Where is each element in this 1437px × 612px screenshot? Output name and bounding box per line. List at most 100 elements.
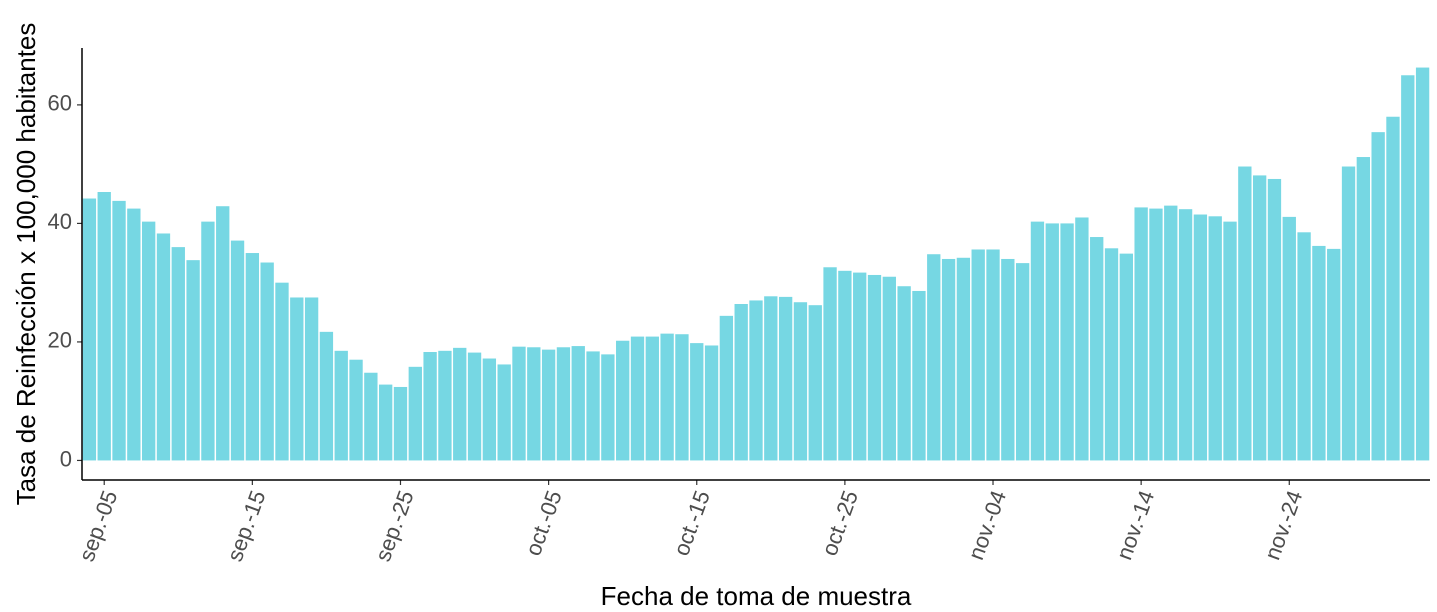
bar — [216, 206, 230, 461]
bar — [512, 346, 526, 461]
bar — [1356, 157, 1371, 461]
bar — [927, 254, 941, 461]
bar — [1386, 116, 1400, 461]
bar — [127, 208, 141, 461]
x-tick-label: nov.-24 — [1259, 487, 1307, 563]
bar — [1282, 216, 1296, 461]
bar — [764, 296, 778, 461]
bar — [1371, 132, 1385, 461]
bar — [1252, 175, 1267, 461]
bar — [1401, 75, 1415, 461]
bar — [1119, 253, 1133, 461]
y-tick-label: 60 — [48, 91, 72, 116]
bar — [882, 276, 896, 461]
x-tick-label: oct.-25 — [817, 487, 863, 559]
bar — [867, 274, 882, 461]
bar — [393, 386, 408, 461]
bar — [823, 267, 837, 461]
bar — [423, 352, 437, 461]
bar — [793, 302, 808, 461]
bar — [704, 345, 719, 461]
bar — [304, 297, 319, 461]
bar — [734, 304, 748, 461]
bar — [245, 253, 260, 461]
bar — [201, 221, 215, 461]
bar — [1312, 245, 1326, 461]
y-tick-label: 0 — [60, 446, 72, 471]
bar — [482, 358, 497, 461]
bar — [586, 351, 600, 461]
bar — [112, 200, 126, 461]
bar — [571, 346, 585, 461]
x-tick-label: oct.-05 — [520, 487, 566, 559]
x-tick-label: oct.-15 — [668, 487, 714, 559]
bar — [556, 347, 571, 461]
bar — [527, 347, 541, 461]
bar — [156, 233, 171, 461]
bar — [1164, 205, 1178, 461]
bar — [82, 198, 97, 461]
bar — [1001, 258, 1015, 461]
bar — [141, 221, 156, 461]
bar — [616, 340, 630, 461]
x-tick-label: nov.-04 — [963, 487, 1011, 563]
bar — [971, 249, 985, 461]
bar — [956, 257, 971, 461]
bar — [1208, 216, 1222, 461]
bar — [230, 240, 245, 461]
bar — [1090, 237, 1104, 461]
x-tick-label: nov.-14 — [1111, 487, 1159, 563]
bar — [275, 282, 289, 461]
bar — [1267, 178, 1282, 461]
bar — [319, 331, 334, 461]
bar — [408, 366, 422, 461]
bar — [171, 247, 185, 461]
bar — [1030, 221, 1045, 461]
bar — [941, 258, 956, 461]
bar — [1238, 166, 1252, 461]
bar — [1297, 232, 1311, 461]
x-tick-label: sep.-15 — [222, 487, 271, 565]
bar — [1415, 67, 1430, 461]
x-tick-label: sep.-05 — [74, 487, 123, 565]
bar — [1223, 221, 1237, 461]
bar — [1075, 217, 1089, 461]
bar — [675, 334, 689, 461]
bar — [497, 364, 511, 461]
bar — [1134, 207, 1148, 461]
bar — [1193, 214, 1208, 461]
bar — [897, 286, 911, 461]
bar — [1149, 208, 1163, 461]
bar — [438, 350, 452, 461]
bar — [719, 315, 734, 461]
y-axis-title: Tasa de Reinfección x 100,000 habitantes — [11, 23, 41, 506]
bar — [660, 333, 674, 461]
bar — [1327, 248, 1341, 461]
bar — [541, 349, 556, 461]
bar — [1178, 209, 1193, 461]
bar — [690, 343, 704, 461]
bar — [853, 272, 867, 461]
bar — [808, 305, 822, 461]
x-tick-label: sep.-25 — [370, 487, 419, 565]
bar — [778, 296, 793, 461]
bar — [1104, 248, 1119, 461]
bar — [1060, 223, 1074, 461]
bar — [453, 347, 467, 461]
bar — [1015, 263, 1030, 461]
bar — [601, 354, 615, 461]
bar — [645, 336, 659, 461]
bar — [1045, 223, 1059, 461]
bar — [467, 352, 482, 461]
bar — [260, 262, 274, 461]
bar — [97, 192, 111, 461]
bar — [364, 372, 378, 461]
x-axis-title: Fecha de toma de muestra — [601, 581, 912, 611]
bar — [1341, 166, 1356, 461]
bar — [912, 290, 926, 461]
y-tick-label: 40 — [48, 209, 72, 234]
bar — [986, 249, 1000, 461]
bar — [630, 336, 645, 461]
bar — [379, 384, 393, 461]
